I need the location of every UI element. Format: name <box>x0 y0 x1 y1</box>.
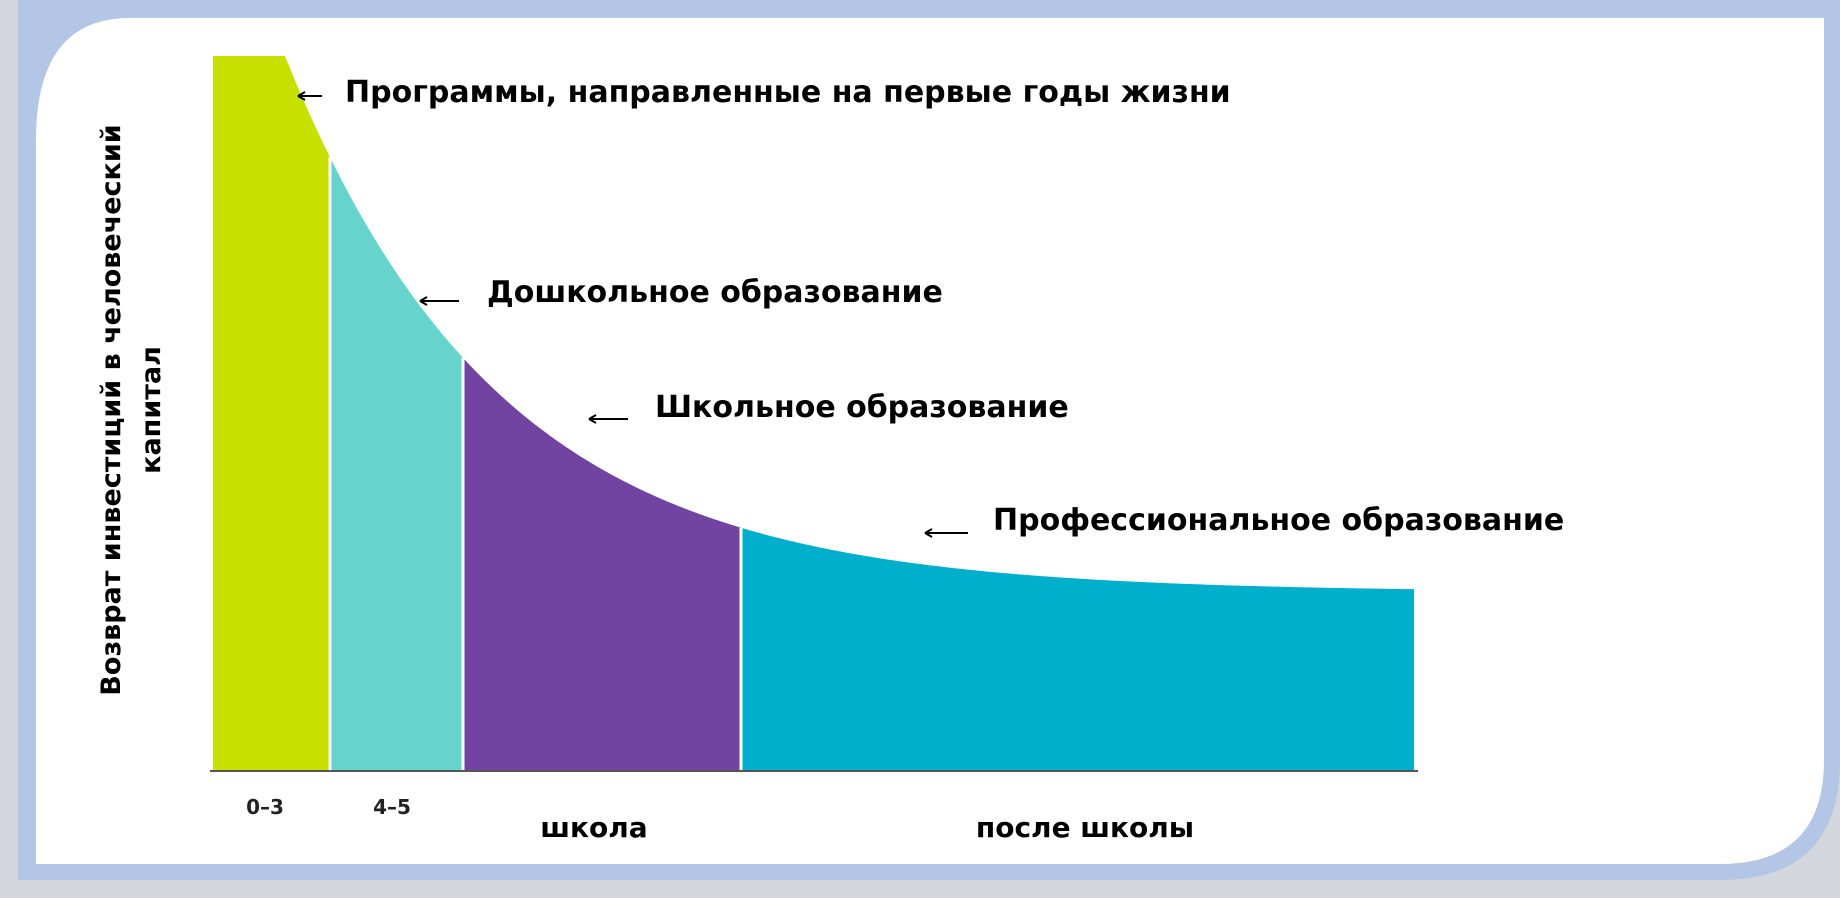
annotation-arrowhead-1 <box>297 91 306 101</box>
y-axis-label-line-2: капитал <box>136 346 167 474</box>
x-tick-labels: 0–3 4–5 школа после школы <box>246 795 1194 844</box>
segment-label-1: Программы, направленные на первые годы ж… <box>345 75 1231 110</box>
segment-label-3: Школьное образование <box>655 390 1069 425</box>
area-segment-4 <box>741 527 1414 770</box>
x-tick-label-4: после школы <box>976 811 1194 844</box>
area-segment-2 <box>330 157 463 770</box>
area-segment-3 <box>463 357 741 770</box>
x-tick-label-3: школа <box>540 811 647 844</box>
annotation-arrowhead-4 <box>924 528 933 538</box>
area-segment-1 <box>213 56 330 770</box>
annotation-arrowhead-3 <box>588 414 597 424</box>
segment-label-4: Профессиональное образование <box>993 503 1564 538</box>
segment-annotations: Программы, направленные на первые годы ж… <box>297 75 1564 538</box>
x-tick-label-1: 0–3 <box>246 795 284 819</box>
segment-label-2: Дошкольное образование <box>487 275 943 310</box>
chart-areas <box>213 56 1414 770</box>
y-axis-label-line-1: Возврат инвестиций в человеческий <box>96 124 127 695</box>
x-tick-label-2: 4–5 <box>373 795 411 819</box>
annotation-arrowhead-2 <box>419 296 428 306</box>
